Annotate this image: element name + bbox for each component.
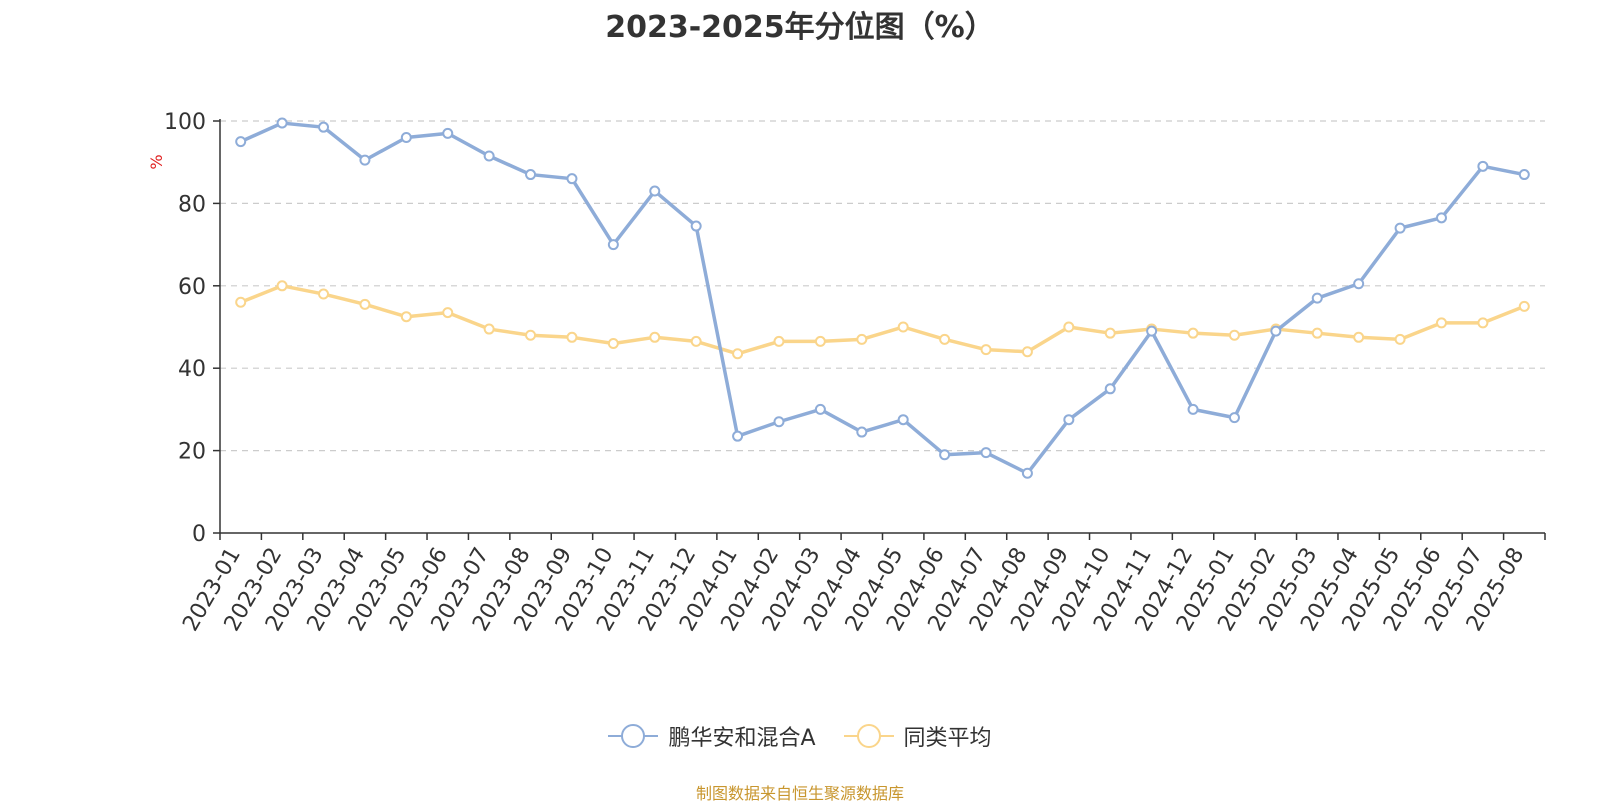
data-point [690, 335, 702, 347]
data-point [1063, 414, 1075, 426]
source-note: 制图数据来自恒生聚源数据库 [695, 784, 904, 803]
y-tick-label: 80 [178, 192, 206, 217]
data-point [400, 311, 412, 323]
data-point [1518, 300, 1530, 312]
data-point [1477, 317, 1489, 329]
data-point [732, 430, 744, 442]
series [235, 117, 1530, 479]
data-point [980, 344, 992, 356]
data-point [525, 169, 537, 181]
legend: 鹏华安和混合A 同类平均 [0, 720, 1600, 752]
data-point [1311, 327, 1323, 339]
data-point [732, 348, 744, 360]
data-point [1104, 383, 1116, 395]
data-point [1063, 321, 1075, 333]
y-tick-label: 60 [178, 275, 206, 300]
data-point [897, 414, 909, 426]
data-point [690, 220, 702, 232]
legend-marker-fund-icon [608, 724, 659, 748]
data-point [1394, 222, 1406, 234]
data-point [318, 288, 330, 300]
series-line [239, 121, 1525, 476]
data-point [1104, 327, 1116, 339]
data-point [814, 335, 826, 347]
data-point [1477, 160, 1489, 172]
data-point [1394, 333, 1406, 345]
data-point [1187, 327, 1199, 339]
data-point [483, 323, 495, 335]
data-point [1021, 346, 1033, 358]
grid-lines [220, 120, 1545, 452]
data-point [1518, 169, 1530, 181]
data-point [773, 416, 785, 428]
data-point [359, 154, 371, 166]
chart-title: 2023-2025年分位图（%） [605, 10, 995, 45]
data-point [359, 298, 371, 310]
legend-item-average[interactable]: 同类平均 [843, 720, 992, 752]
data-point [442, 127, 454, 139]
data-point [856, 333, 868, 345]
legend-marker-average-icon [843, 724, 894, 748]
data-point [566, 173, 578, 185]
y-axis-label: % [147, 154, 166, 169]
legend-label-fund: 鹏华安和混合A [668, 726, 816, 751]
data-point [400, 131, 412, 143]
data-point [939, 333, 951, 345]
data-point [1270, 325, 1282, 337]
data-point [649, 331, 661, 343]
series-line [240, 284, 1525, 356]
data-point [566, 331, 578, 343]
data-point [1435, 317, 1447, 329]
data-point [1228, 329, 1240, 341]
legend-item-fund[interactable]: 鹏华安和混合A [608, 720, 816, 752]
y-tick-label: 40 [178, 357, 206, 382]
axes [213, 119, 1546, 540]
tick-labels: 020406080100%2023-012023-022023-032023-0… [147, 110, 1529, 636]
legend-label-average: 同类平均 [903, 726, 992, 751]
data-point [1311, 292, 1323, 304]
data-point [1021, 467, 1033, 479]
y-tick-label: 20 [178, 440, 206, 465]
data-point [1435, 212, 1447, 224]
data-point [607, 337, 619, 349]
data-point [1187, 403, 1199, 415]
data-point [773, 335, 785, 347]
data-point [1353, 278, 1365, 290]
data-point [235, 136, 247, 148]
data-point [525, 329, 537, 341]
data-point [897, 321, 909, 333]
data-point [1228, 412, 1240, 424]
data-point [1146, 325, 1158, 337]
data-point [235, 296, 247, 308]
y-tick-label: 100 [164, 110, 206, 135]
data-point [1353, 331, 1365, 343]
data-point [939, 449, 951, 461]
data-point [649, 185, 661, 197]
data-point [814, 403, 826, 415]
data-point [980, 447, 992, 459]
data-point [276, 280, 288, 292]
data-point [442, 307, 454, 319]
data-point [483, 150, 495, 162]
data-point [318, 121, 330, 133]
y-tick-label: 0 [192, 522, 206, 547]
data-point [856, 426, 868, 438]
data-point [276, 117, 288, 129]
data-point [607, 239, 619, 251]
